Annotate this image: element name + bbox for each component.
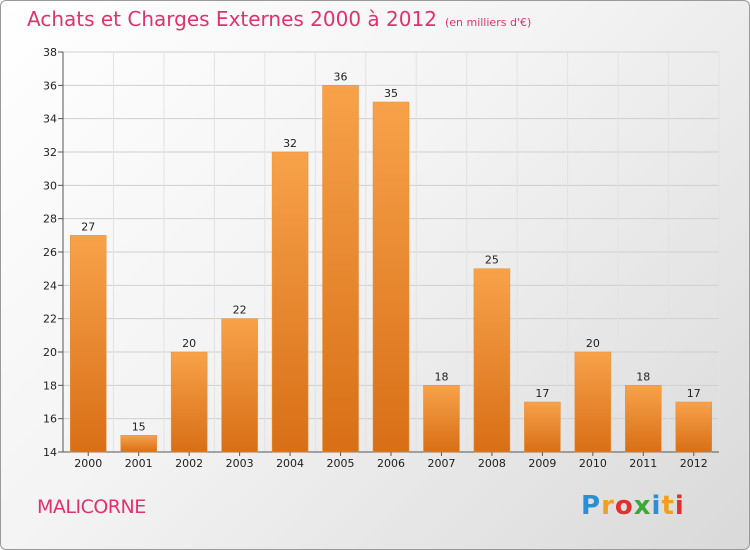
y-tick-label: 36 [43, 79, 57, 92]
y-tick-label: 34 [43, 113, 57, 126]
bar-value-label: 17 [687, 387, 701, 400]
bar [423, 385, 460, 453]
x-tick-label: 2002 [175, 457, 203, 470]
bar [271, 151, 309, 453]
bar [675, 401, 713, 453]
bar-value-label: 20 [586, 337, 600, 350]
y-tick-label: 20 [43, 346, 57, 359]
x-tick-label: 2007 [427, 457, 455, 470]
bar-value-label: 36 [334, 70, 348, 83]
y-tick-label: 28 [43, 213, 57, 226]
bar-value-label: 15 [132, 420, 146, 433]
bar [221, 318, 258, 453]
logo-letter: P [581, 491, 602, 521]
place-name: MALICORNE [37, 496, 146, 518]
bar-value-label: 18 [434, 370, 448, 383]
y-tick-label: 22 [43, 313, 57, 326]
x-tick-label: 2011 [629, 457, 657, 470]
x-tick-label: 2008 [478, 457, 506, 470]
x-tick-label: 2005 [327, 457, 355, 470]
x-tick-label: 2001 [125, 457, 153, 470]
y-tick-label: 38 [43, 46, 57, 59]
bar-value-label: 22 [233, 304, 247, 317]
labels: 14 16 18 20 22 24 26 28 30 32 34 36 38 27 2000 15 2001 20… [43, 46, 708, 470]
y-tick-label: 24 [43, 279, 57, 292]
x-tick-label: 2006 [377, 457, 405, 470]
bar-value-label: 35 [384, 87, 398, 100]
proxiti-logo: Proxiti [581, 491, 685, 521]
x-tick-label: 2009 [528, 457, 556, 470]
bar-value-label: 18 [636, 370, 650, 383]
logo-letter: i [674, 491, 685, 521]
x-tick-label: 2004 [276, 457, 304, 470]
title-unit: (en milliers d'€) [444, 16, 532, 29]
logo-letter: o [614, 491, 634, 521]
bar [120, 435, 157, 453]
bar-value-label: 27 [81, 220, 95, 233]
y-tick-label: 16 [43, 413, 57, 426]
y-tick-label: 30 [43, 179, 57, 192]
y-tick-label: 18 [43, 379, 57, 392]
bar [69, 235, 107, 453]
x-tick-label: 2010 [579, 457, 607, 470]
y-tick-label: 14 [43, 446, 57, 459]
bar-value-label: 20 [182, 337, 196, 350]
bars [69, 85, 713, 453]
bar-value-label: 32 [283, 137, 297, 150]
logo-letter: x [633, 491, 652, 521]
x-tick-label: 2012 [680, 457, 708, 470]
bar [170, 351, 208, 453]
x-tick-label: 2000 [74, 457, 102, 470]
chart-title: Achats et Charges Externes 2000 à 2012 (e… [27, 7, 531, 31]
x-tick-label: 2003 [226, 457, 254, 470]
bar [625, 385, 662, 453]
y-tick-label: 26 [43, 246, 57, 259]
bar [574, 351, 612, 453]
y-tick-label: 32 [43, 146, 57, 159]
logo-letter: r [601, 491, 615, 521]
bar [372, 101, 410, 453]
bar-value-label: 17 [535, 387, 549, 400]
title-text: Achats et Charges Externes 2000 à 2012 [27, 7, 437, 31]
bar [322, 85, 359, 453]
bar-value-label: 25 [485, 254, 499, 267]
logo-letter: i [651, 491, 662, 521]
logo-letter: t [661, 491, 675, 521]
bar [473, 268, 511, 453]
bar [524, 401, 561, 453]
